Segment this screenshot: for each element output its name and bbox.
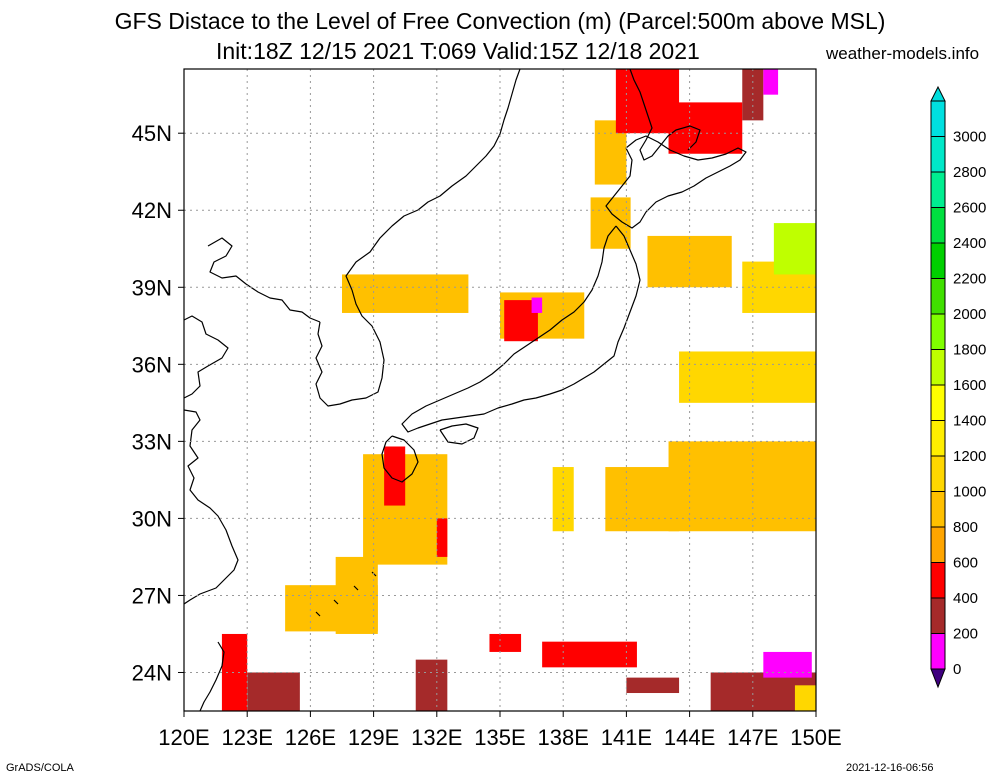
y-tick-label: 30N [132,506,172,531]
colorbar-label: 1200 [953,448,986,465]
coastline-shikoku [439,423,479,445]
colorbar: 0 200 400 600 800 1000 1200 1400 1600 1800 2000 220… [930,85,986,689]
colorbar-swatch [930,491,946,528]
lfc-patch-5 [342,274,469,313]
colorbar-swatch [930,100,946,137]
colorbar-swatch [930,526,946,563]
lfc-patch-23 [247,672,300,711]
colorbar-label: 200 [953,626,978,643]
colorbar-label: 2000 [953,306,986,323]
x-tick-label: 147E [727,725,778,750]
colorbar-swatch [930,313,946,350]
colorbar-swatch [930,171,946,208]
lfc-patch-29 [763,651,812,678]
graticule [184,69,816,711]
coastline-mainland [184,409,239,605]
chart-subtitle: Init:18Z 12/15 2021 T:069 Valid:15Z 12/1… [216,38,700,64]
colorbar-under-arrow [930,668,946,689]
lfc-patch-17 [773,223,816,275]
x-tick-label: 129E [348,725,399,750]
coastline-hokkaido [605,135,747,229]
colorbar-label: 400 [953,590,978,607]
colorbar-label: 0 [953,661,961,678]
lfc-patch-4 [436,518,448,557]
y-tick-label: 27N [132,583,172,608]
x-tick-label: 132E [411,725,462,750]
lfc-patch-27 [626,677,680,694]
colorbar-label: 1800 [953,342,986,359]
colorbar-label: 1600 [953,377,986,394]
colorbar-swatch [930,207,946,244]
lfc-patch-14 [605,467,680,532]
colorbar-swatch [930,278,946,315]
lfc-patch-16 [552,467,574,532]
coastline-sakhalin [629,69,701,161]
source-label: weather-models.info [826,44,980,63]
colorbar-swatch [930,384,946,421]
footer-credit: GrADS/COLA [6,762,74,774]
colorbar-label: 1400 [953,413,986,430]
chart-title: GFS Distace to the Level of Free Convect… [114,8,886,34]
x-tick-label: 144E [664,725,715,750]
colorbar-swatch [930,349,946,386]
coastline-korea-west [315,289,385,407]
colorbar-swatch [930,633,946,670]
colorbar-swatch [930,597,946,634]
colorbar-label: 2800 [953,164,986,181]
x-tick-label: 120E [158,725,209,750]
lfc-patch-8 [531,297,543,313]
colorbar-swatch [930,242,946,279]
lfc-patch-22 [221,633,248,711]
colorbar-label: 1000 [953,484,986,501]
colorbar-label: 2200 [953,271,986,288]
lfc-patch-2 [285,585,378,632]
lfc-patch-3 [384,446,406,506]
x-axis: 120E 123E 126E 129E 132E 135E 138E 141E 144E 147E… [158,711,842,750]
lfc-patch-19 [668,102,743,154]
coastline-korea-china [184,315,229,399]
x-tick-label: 141E [601,725,652,750]
x-tick-label: 126E [285,725,336,750]
colorbar-over-arrow [930,85,946,102]
lfc-patch-13 [679,351,816,403]
y-tick-label: 45N [132,121,172,146]
coastline-honshu [401,225,641,433]
coastline-kyushu [381,435,419,483]
coastlines [184,69,747,711]
coastline-russia-east [345,69,521,291]
colorbar-label: 600 [953,555,978,572]
lfc-patch-26 [542,641,637,668]
colorbar-label: 3000 [953,129,986,146]
y-tick-label: 24N [132,660,172,685]
lfc-patch-24 [415,659,448,711]
footer-timestamp: 2021-12-16-06:56 [846,762,934,774]
lfc-patch-21 [763,69,779,95]
x-tick-label: 138E [538,725,589,750]
y-tick-label: 33N [132,429,172,454]
x-tick-label: 135E [474,725,525,750]
y-tick-label: 42N [132,198,172,223]
lfc-patch-15 [668,441,816,532]
coastline-taiwan [199,641,225,711]
lfc-patch-25 [489,633,522,652]
x-tick-label: 123E [222,725,273,750]
x-tick-label: 150E [790,725,841,750]
y-axis: 24N 27N 30N 33N 36N 39N 42N 45N [132,121,184,685]
colorbar-label: 800 [953,519,978,536]
colorbar-swatch [930,562,946,599]
y-tick-label: 36N [132,352,172,377]
colorbar-label: 2400 [953,235,986,252]
colorbar-label: 2600 [953,200,986,217]
colorbar-swatch [930,136,946,173]
colorbar-swatch [930,455,946,492]
coastline-bohai [207,237,321,323]
lfc-patch-30 [794,685,816,711]
y-tick-label: 39N [132,275,172,300]
colorbar-swatch [930,420,946,457]
